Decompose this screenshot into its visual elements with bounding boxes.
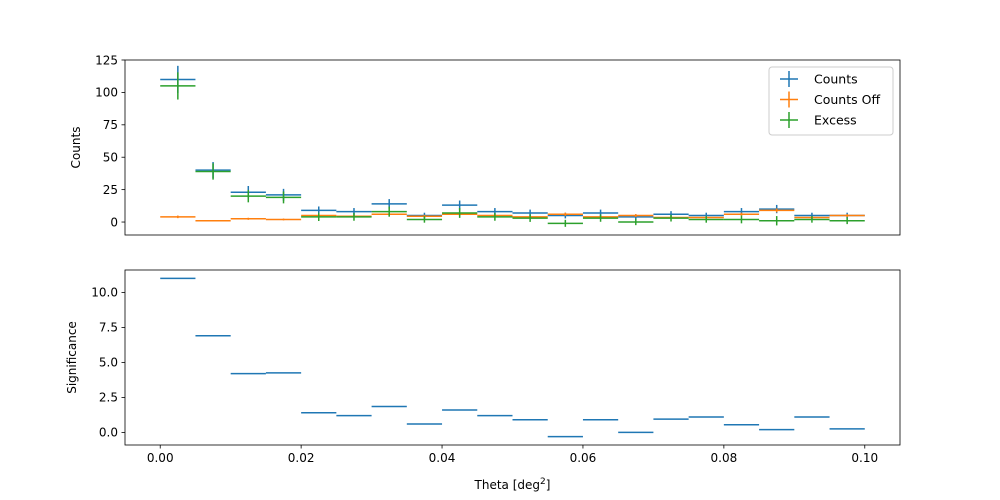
- theta-x-tick-label: 0.00: [147, 451, 174, 465]
- counts-y-axis-label: Counts: [69, 127, 83, 169]
- theta-x-tick-label: 0.06: [570, 451, 597, 465]
- counts-y-tick-label: 75: [103, 118, 118, 132]
- excess-point: [442, 208, 478, 218]
- excess-point: [160, 72, 196, 100]
- counts-off-point: [547, 212, 583, 216]
- counts-off-point: [265, 218, 302, 221]
- legend-entry-counts-off: Counts Off: [780, 91, 880, 108]
- legend-entry-counts: Counts: [780, 71, 858, 87]
- excess-point: [618, 218, 654, 226]
- excess-point: [547, 219, 583, 227]
- counts-off-point: [723, 212, 760, 216]
- legend-entry-excess: Excess: [780, 112, 857, 128]
- significance-y-tick-label: 10.0: [91, 286, 118, 300]
- excess-point: [230, 189, 266, 203]
- counts-plot-frame: [124, 59, 901, 236]
- excess-point: [794, 216, 830, 223]
- legend-label: Counts: [814, 72, 858, 87]
- excess-point: [477, 212, 513, 221]
- theta-x-tick-label: 0.02: [288, 451, 315, 465]
- significance-y-axis-label: Significance: [65, 321, 79, 394]
- counts-off-point: [829, 214, 865, 217]
- excess-point: [723, 215, 760, 224]
- counts-y-tick-label: 100: [95, 86, 118, 100]
- excess-point: [406, 216, 443, 223]
- excess-point: [759, 216, 795, 226]
- excess-point: [265, 191, 302, 204]
- excess-point: [301, 212, 337, 221]
- counts-off-point: [160, 215, 196, 219]
- counts-panel: 0 25 50 75 100 125 Counts Counts Counts Off Exc…: [69, 53, 901, 236]
- significance-plot-area: [125, 270, 900, 445]
- excess-point: [653, 214, 689, 222]
- excess-point: [336, 212, 372, 221]
- significance-panel: 0.0 2.5 5.0 7.5 10.0 0.00 0.02 0.04 0.06 0.08 0.1…: [65, 269, 901, 492]
- counts-off-point: [230, 217, 266, 220]
- counts-y-ticks: 0 25 50 75 100 125: [95, 53, 125, 229]
- counts-y-tick-label: 125: [95, 53, 118, 67]
- legend-label: Excess: [814, 113, 857, 128]
- counts-y-tick-label: 25: [103, 183, 118, 197]
- counts-y-tick-label: 50: [103, 151, 118, 165]
- significance-plot-frame: [124, 269, 901, 446]
- excess-point: [829, 217, 865, 225]
- theta-x-axis-label: Theta [deg2]: [474, 477, 551, 492]
- significance-y-tick-label: 5.0: [99, 356, 118, 370]
- significance-y-tick-label: 0.0: [99, 426, 118, 440]
- legend-label: Counts Off: [814, 92, 880, 107]
- theta-x-tick-label: 0.04: [429, 451, 456, 465]
- significance-y-ticks: 0.0 2.5 5.0 7.5 10.0: [91, 286, 125, 440]
- counts-off-point: [618, 214, 654, 217]
- theta-x-tick-label: 0.10: [851, 451, 878, 465]
- legend-box: [768, 66, 894, 136]
- excess-point: [512, 214, 548, 222]
- legend: Counts Counts Off Excess: [768, 66, 894, 136]
- counts-off-point: [195, 219, 231, 222]
- excess-point: [195, 163, 231, 180]
- counts-y-tick-label: 0: [110, 215, 118, 229]
- counts-off-point: [759, 208, 795, 213]
- significance-marks: [160, 277, 865, 438]
- theta-x-ticks: 0.00 0.02 0.04 0.06 0.08 0.10: [147, 445, 878, 465]
- excess-point: [688, 216, 724, 223]
- significance-y-tick-label: 7.5: [99, 321, 118, 335]
- series-excess: [160, 72, 865, 227]
- excess-point: [371, 206, 407, 217]
- theta-x-tick-label: 0.08: [711, 451, 738, 465]
- counts-marks: [160, 65, 865, 227]
- excess-point: [582, 214, 619, 222]
- significance-y-tick-label: 2.5: [99, 391, 118, 405]
